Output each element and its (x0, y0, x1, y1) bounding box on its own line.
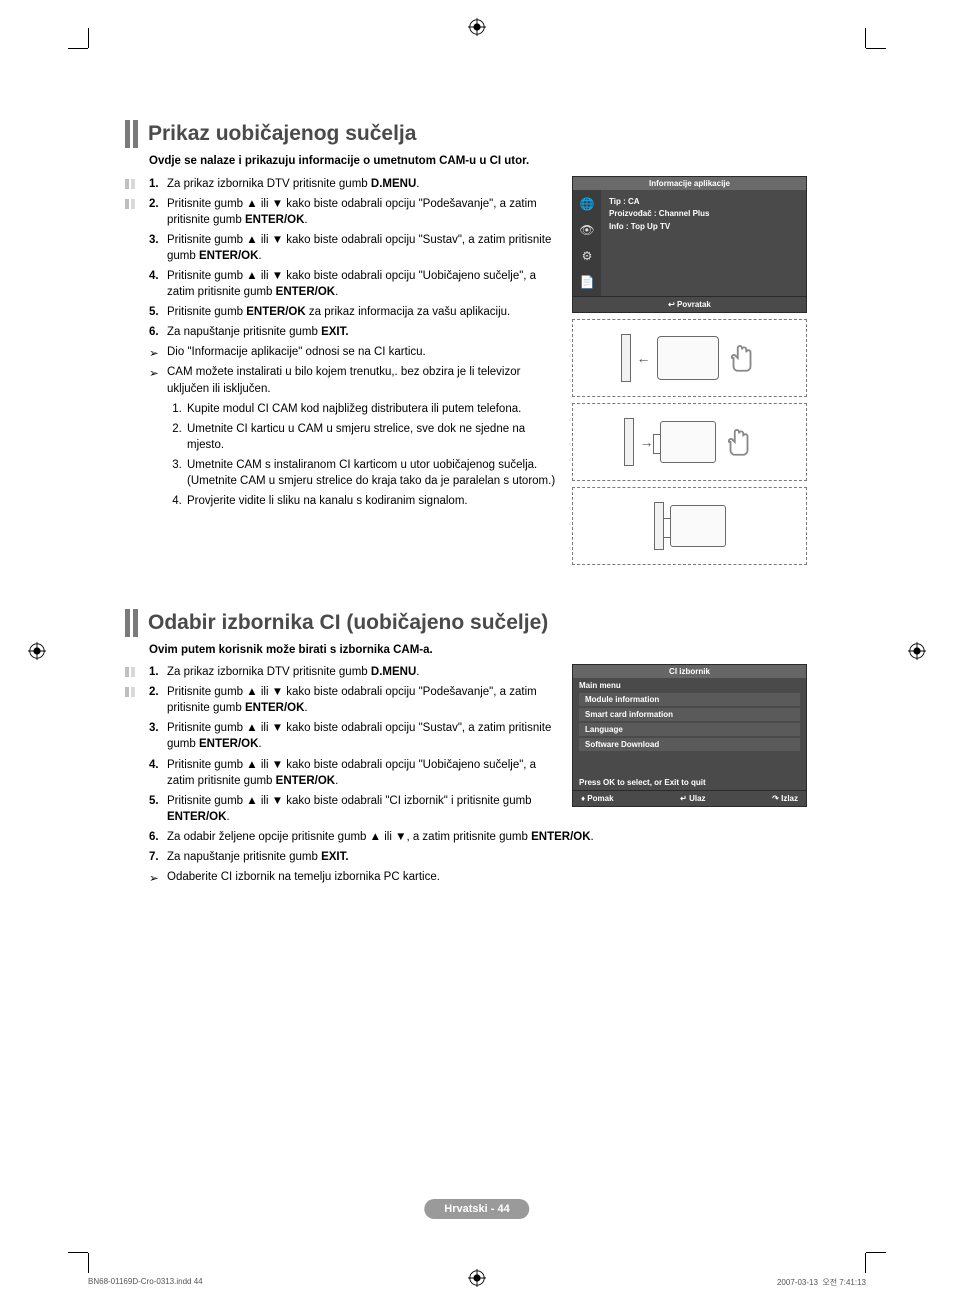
substep-item: Umetnite CI karticu u CAM u smjeru strel… (185, 421, 560, 453)
step-item: Pritisnite gumb ▲ ili ▼ kako biste odabr… (149, 196, 560, 228)
osd-line: Tip : CA (609, 196, 798, 209)
step-list: Za prikaz izbornika DTV pritisnite gumb … (125, 664, 560, 825)
step-item: Za napuštanje pritisnite gumb EXIT. (149, 324, 560, 340)
step-item: Pritisnite gumb ▲ ili ▼ kako biste odabr… (149, 720, 560, 752)
hand-icon (722, 425, 756, 459)
osd-menu-item: Software Download (579, 738, 800, 751)
crop-mark (865, 28, 866, 48)
footer-date: 2007-03-13 (777, 1278, 818, 1287)
section-intro: Ovdje se nalaze i prikazuju informacije … (149, 154, 579, 170)
document-footer: BN68-01169D-Cro-0313.indd 44 2007-03-13 … (88, 1277, 866, 1288)
registration-mark-icon (468, 18, 486, 36)
insertion-diagrams: ← → (572, 319, 807, 565)
substep-item: Kupite modul CI CAM kod najbližeg distri… (185, 401, 560, 417)
diagram-step: ← (572, 319, 807, 397)
osd-line: Info : Top Up TV (609, 221, 798, 234)
osd-hint: Press OK to select, or Exit to quit (573, 775, 806, 790)
step-item: Pritisnite gumb ENTER/OK za prikaz infor… (149, 304, 560, 320)
gear-icon: ⚙ (579, 248, 595, 264)
section-intro: Ovim putem korisnik može birati s izborn… (149, 643, 579, 659)
step-item: Pritisnite gumb ▲ ili ▼ kako biste odabr… (149, 684, 560, 716)
crop-mark (88, 28, 89, 48)
osd-subheader: Main menu (573, 678, 806, 693)
osd-footer: ↩ Povratak (573, 296, 806, 312)
page-content: Prikaz uobičajenog sučelja Ovdje se nala… (125, 120, 835, 889)
section-title: Prikaz uobičajenog sučelja (148, 122, 416, 146)
folder-icon: 📄 (579, 274, 595, 290)
step-item: Za odabir željene opcije pritisnite gumb… (149, 829, 835, 845)
step-list: Za prikaz izbornika DTV pritisnite gumb … (125, 176, 560, 341)
osd-foot-label: ↵ Ulaz (680, 794, 705, 803)
registration-mark-icon (908, 642, 926, 660)
crop-mark (866, 1252, 886, 1253)
diagram-step: → (572, 403, 807, 481)
crop-mark (88, 1253, 89, 1273)
note-arrow-icon: ➢ (149, 366, 159, 382)
note-arrow-icon: ➢ (149, 346, 159, 362)
osd-menu-item: Language (579, 723, 800, 736)
osd-menu-item: Module information (579, 693, 800, 706)
osd-foot-label: ♦ Pomak (581, 794, 614, 803)
diagram-step (572, 487, 807, 565)
note-arrow-icon: ➢ (149, 871, 159, 887)
footer-time: 오전 7:41:13 (822, 1278, 866, 1287)
eye-icon: 👁 (579, 222, 595, 238)
crop-mark (866, 48, 886, 49)
osd-panel-ci-menu: CI izbornik Main menu Module information… (572, 664, 807, 807)
osd-menu-item: Smart card information (579, 708, 800, 721)
substep-item: Provjerite vidite li sliku na kanalu s k… (185, 493, 560, 509)
step-item: Pritisnite gumb ▲ ili ▼ kako biste odabr… (149, 793, 560, 825)
registration-mark-icon (28, 642, 46, 660)
substep-list: Kupite modul CI CAM kod najbližeg distri… (125, 401, 560, 510)
note-item: ➢ CAM možete instalirati u bilo kojem tr… (125, 364, 560, 396)
title-decoration-icon (125, 609, 138, 637)
step-item: Za prikaz izbornika DTV pritisnite gumb … (149, 664, 560, 680)
substep-item: Umetnite CAM s instaliranom CI karticom … (185, 457, 560, 489)
step-item: Pritisnite gumb ▲ ili ▼ kako biste odabr… (149, 268, 560, 300)
crop-mark (865, 1253, 866, 1273)
title-decoration-icon (125, 120, 138, 148)
globe-icon: 🌐 (579, 196, 595, 212)
note-item: ➢ Odaberite CI izbornik na temelju izbor… (125, 869, 835, 885)
footer-filename: BN68-01169D-Cro-0313.indd 44 (88, 1277, 203, 1288)
osd-header: Informacije aplikacije (573, 177, 806, 190)
hand-icon (725, 341, 759, 375)
crop-mark (68, 1252, 88, 1253)
osd-panel-app-info: Informacije aplikacije 🌐 👁 ⚙ 📄 Tip : CA … (572, 176, 807, 313)
step-list-continued: Za odabir željene opcije pritisnite gumb… (125, 829, 835, 865)
note-item: ➢ Dio "Informacije aplikacije" odnosi se… (125, 344, 560, 360)
page-number-pill: Hrvatski - 44 (424, 1199, 529, 1219)
step-item: Pritisnite gumb ▲ ili ▼ kako biste odabr… (149, 757, 560, 789)
osd-foot-label: ↷ Izlaz (772, 794, 798, 803)
osd-line: Proizvođač : Channel Plus (609, 208, 798, 221)
crop-mark (68, 48, 88, 49)
step-item: Pritisnite gumb ▲ ili ▼ kako biste odabr… (149, 232, 560, 264)
section-title: Odabir izbornika CI (uobičajeno sučelje) (148, 611, 548, 635)
osd-header: CI izbornik (573, 665, 806, 678)
step-item: Za napuštanje pritisnite gumb EXIT. (149, 849, 835, 865)
step-item: Za prikaz izbornika DTV pritisnite gumb … (149, 176, 560, 192)
